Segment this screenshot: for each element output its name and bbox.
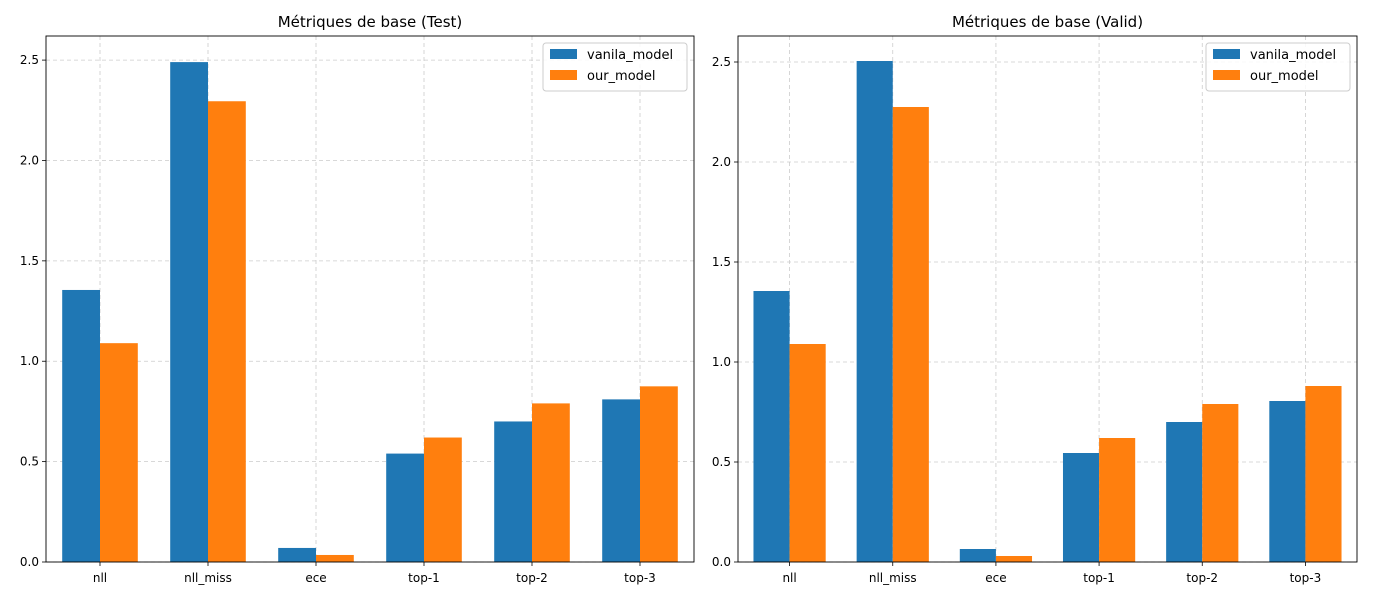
grid <box>738 36 1357 563</box>
bar-vanila-model-ece <box>278 547 316 562</box>
bar-vanila-model-nll-miss <box>856 61 893 562</box>
y-tick-label: 1.0 <box>20 354 39 368</box>
bar-our-model-top-1 <box>424 437 462 562</box>
y-tick-label: 0.0 <box>20 555 39 569</box>
bar-vanila-model-top-2 <box>1166 422 1203 562</box>
y-tick-label: 1.5 <box>712 255 731 269</box>
x-tick-label: top-1 <box>1083 571 1115 585</box>
bar-our-model-top-2 <box>532 403 570 562</box>
bar-vanila-model-top-1 <box>1062 453 1100 562</box>
y-tick-label: 1.5 <box>20 254 39 268</box>
grid <box>46 36 694 563</box>
bars <box>62 62 678 562</box>
legend-swatch-vanila-model <box>550 49 577 59</box>
legend-swatch-our-model <box>550 70 577 80</box>
legend-swatch-our-model <box>1213 70 1240 80</box>
bar-our-model-nll-miss <box>208 101 246 562</box>
x-tick-label: top-3 <box>1290 571 1322 585</box>
bar-our-model-top-2 <box>1202 404 1239 562</box>
legend-label-our-model: our_model <box>1250 69 1319 84</box>
bar-our-model-nll <box>100 343 138 562</box>
legend-swatch-vanila-model <box>1213 49 1240 59</box>
y-tick-label: 0.5 <box>20 455 39 469</box>
chart-title: Métriques de base (Valid) <box>952 13 1143 31</box>
legend-box <box>1205 42 1351 92</box>
bar-our-model-nll <box>789 344 826 562</box>
chart-title: Métriques de base (Test) <box>278 13 463 31</box>
x-tick-label: top-1 <box>408 571 440 585</box>
axes-frame <box>737 35 1358 563</box>
bar-vanila-model-nll <box>62 289 100 562</box>
bar-vanila-model-top-1 <box>386 453 424 562</box>
x-tick-label: ece <box>305 571 326 585</box>
y-tick-label: 1.0 <box>712 355 731 369</box>
legend: vanila_model our_model <box>542 42 688 92</box>
y-tick-label: 2.0 <box>712 155 731 169</box>
y-tick-label: 0.5 <box>712 455 731 469</box>
bar-our-model-top-3 <box>1305 386 1342 562</box>
chart-panel-valid: 0.0 0.5 1.0 1.5 2.0 2.5 nll nll_miss ece top-1 top… <box>712 13 1358 585</box>
y-tick-label: 2.5 <box>712 55 731 69</box>
bar-our-model-nll-miss <box>892 107 929 562</box>
legend-label-vanila-model: vanila_model <box>1250 48 1336 63</box>
bar-our-model-top-1 <box>1099 438 1136 562</box>
legend-box <box>542 42 688 92</box>
x-tick-label: top-2 <box>516 571 548 585</box>
y-tick-label: 2.5 <box>20 53 39 67</box>
axes-frame <box>45 35 695 563</box>
bar-vanila-model-top-2 <box>494 421 532 562</box>
x-tick-label: ece <box>985 571 1006 585</box>
bar-our-model-ece <box>316 554 354 562</box>
bar-vanila-model-top-3 <box>602 399 640 562</box>
x-tick-label: top-2 <box>1186 571 1218 585</box>
x-tick-label: nll_miss <box>869 571 917 585</box>
bars <box>753 61 1342 562</box>
x-tick-label: top-3 <box>624 571 656 585</box>
bar-our-model-ece <box>995 556 1033 562</box>
x-tick-label: nll_miss <box>184 571 232 585</box>
y-tick-label: 0.0 <box>712 555 731 569</box>
bar-vanila-model-ece <box>959 549 996 562</box>
chart-panel-test: 0.0 0.5 1.0 1.5 2.0 2.5 nll nll_miss ece top-1 top… <box>20 13 695 585</box>
bar-our-model-top-3 <box>640 386 678 562</box>
x-tick-label: nll <box>782 571 796 585</box>
bar-vanila-model-nll-miss <box>170 62 208 562</box>
legend: vanila_model our_model <box>1205 42 1351 92</box>
x-tick-label: nll <box>93 571 107 585</box>
legend-label-our-model: our_model <box>587 69 656 84</box>
y-tick-label: 2.0 <box>20 153 39 167</box>
bar-vanila-model-nll <box>753 291 790 562</box>
bar-vanila-model-top-3 <box>1269 401 1306 562</box>
legend-label-vanila-model: vanila_model <box>587 48 673 63</box>
